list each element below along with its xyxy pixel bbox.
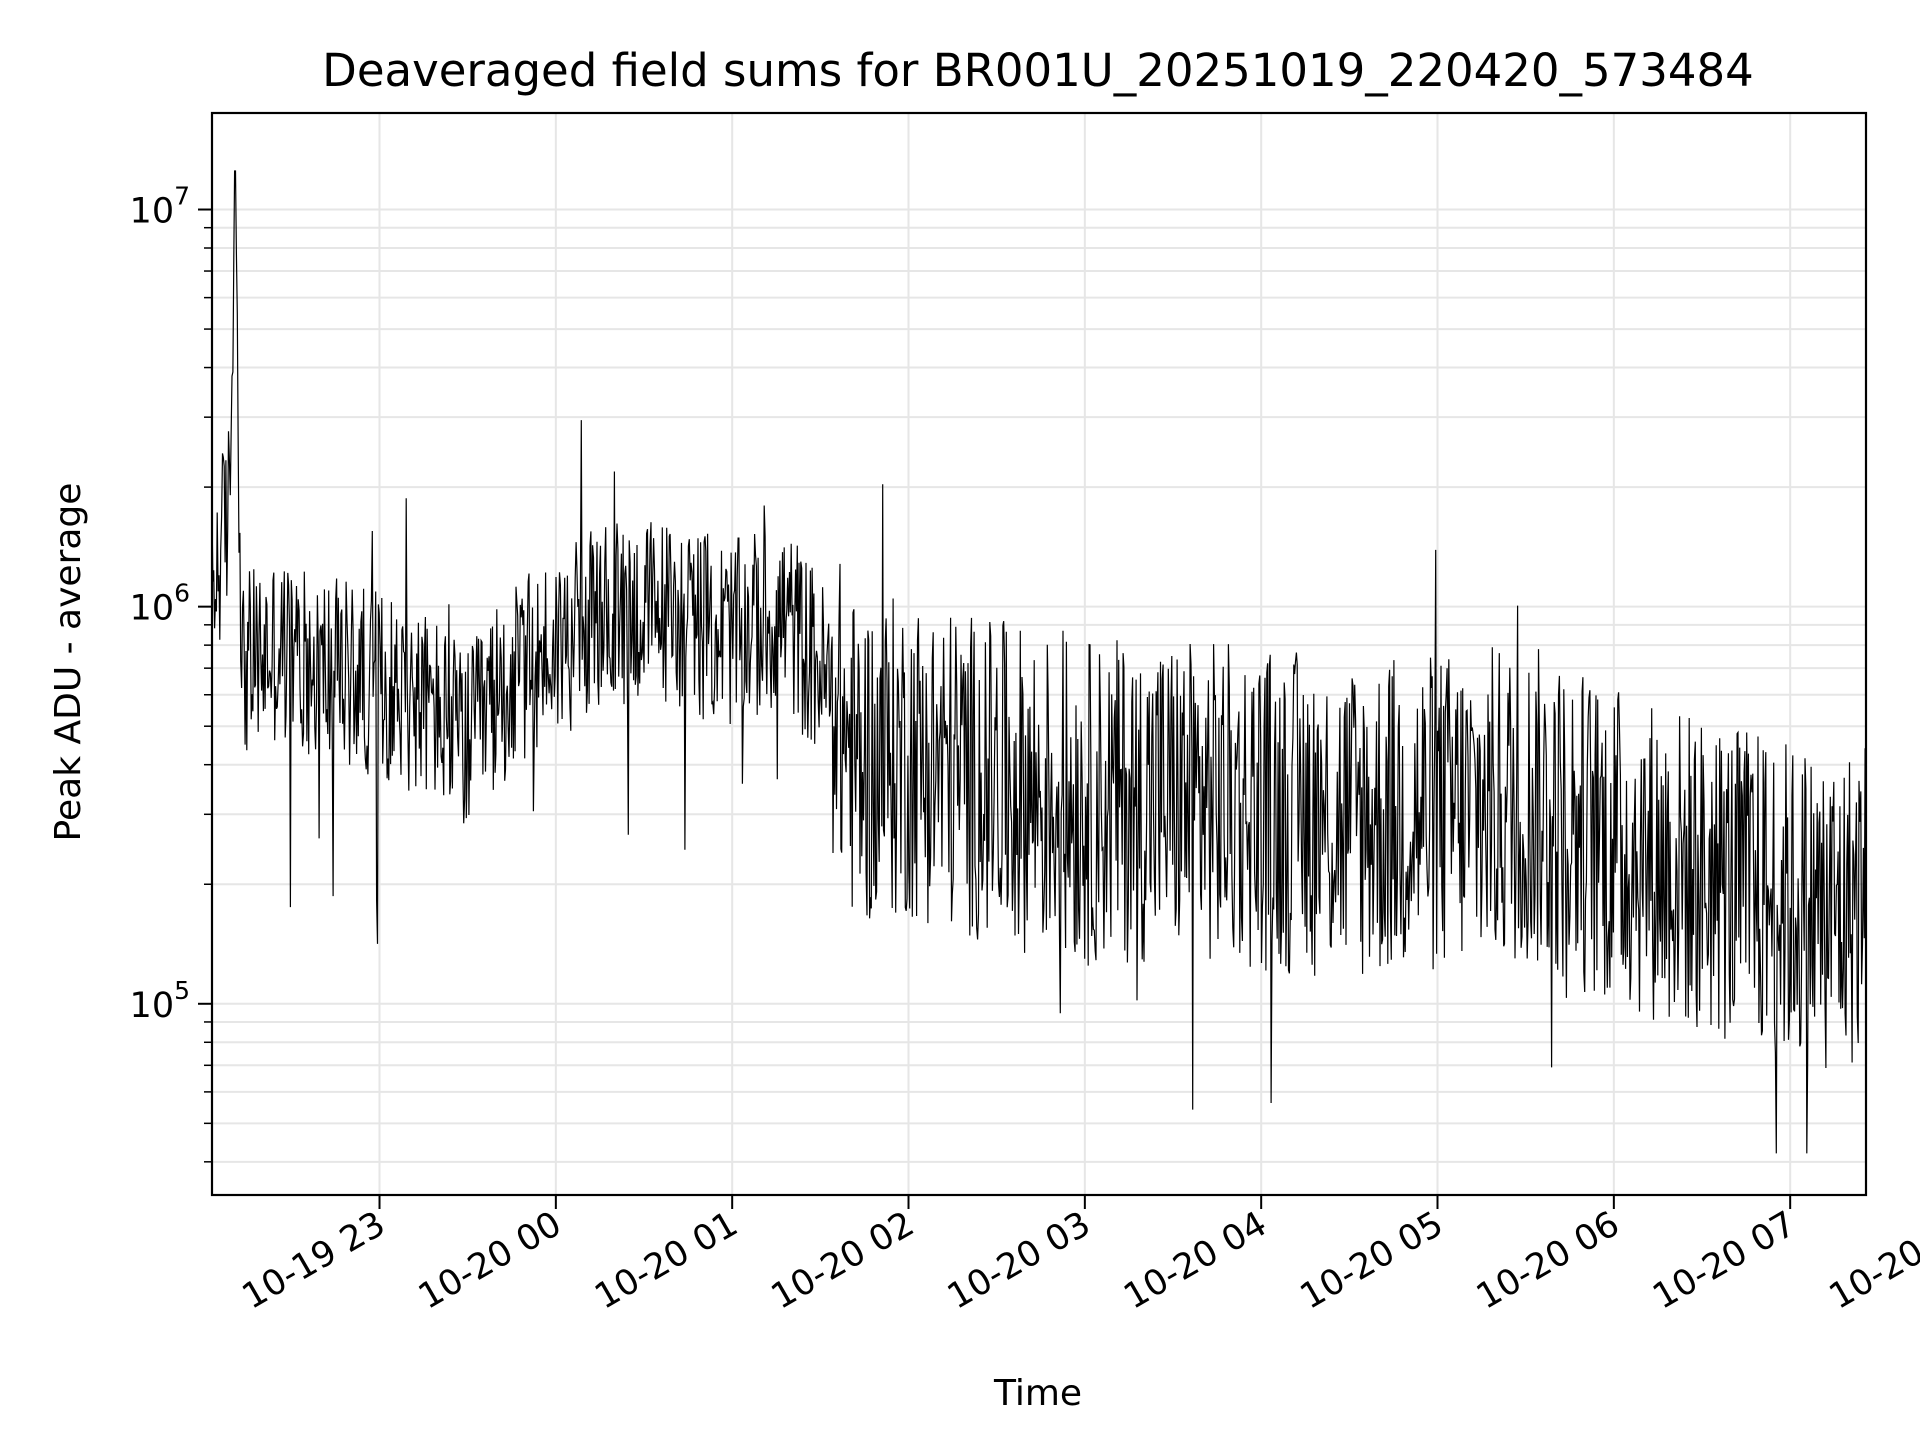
plot-frame [210,111,1868,1197]
series-line [211,170,1867,1154]
y-tick-label: 105 [130,976,190,1026]
y-axis-label: Peak ADU - average [48,483,89,842]
chart-title: Deaveraged field sums for BR001U_2025101… [322,44,1754,97]
y-tick-label: 106 [130,579,190,629]
series-layer [211,170,1867,1154]
x-axis-label: Time [993,1373,1082,1414]
y-tick-label: 107 [130,182,190,232]
